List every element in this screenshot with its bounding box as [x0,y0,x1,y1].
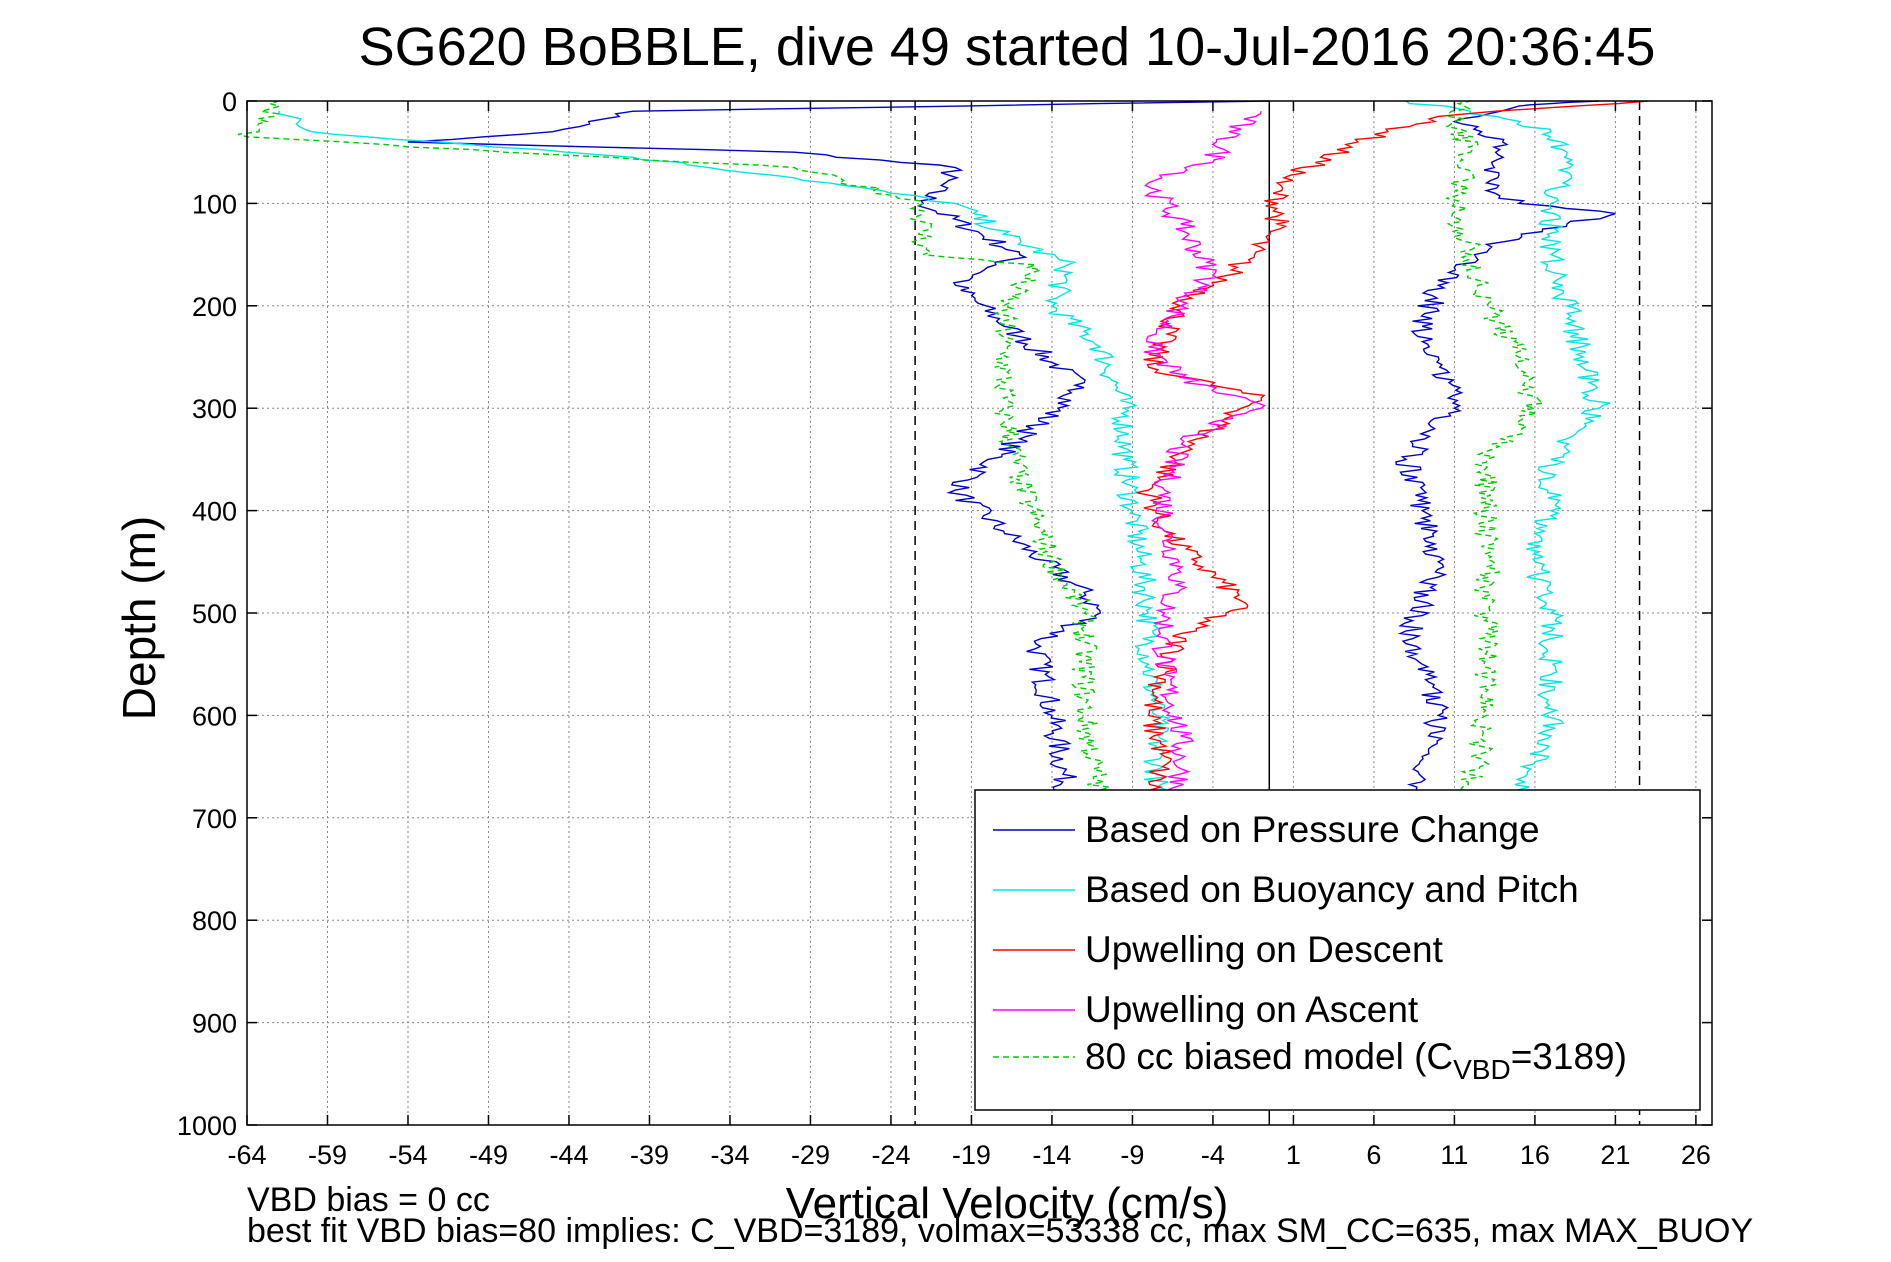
series-line-5-ascent [1445,100,1546,798]
legend-label-5: 80 cc biased model (CVBD=3189) [1085,1036,1627,1085]
y-tick-label: 200 [192,292,237,322]
y-tick-label: 800 [192,906,237,936]
x-tick-label: -24 [871,1140,910,1170]
x-tick-label: -14 [1032,1140,1071,1170]
y-tick-label: 300 [192,394,237,424]
y-axis-label: Depth (m) [113,516,165,720]
x-tick-label: -44 [549,1140,588,1170]
series-line-1-ascent [1395,100,1616,798]
footer-line-1: VBD bias = 0 cc [247,1181,490,1219]
legend-label-2: Based on Buoyancy and Pitch [1085,869,1579,910]
x-tick-label: 11 [1440,1140,1468,1170]
legend: Based on Pressure Change Based on Buoyanc… [974,789,1701,1111]
x-tick-label: -9 [1120,1140,1144,1170]
x-tick-label: -29 [791,1140,830,1170]
x-tick-label: -19 [952,1140,991,1170]
y-tick-label: 0 [222,87,237,117]
y-tick-label: 1000 [177,1111,237,1141]
x-axis-label: Vertical Velocity (cm/s) [786,1179,1229,1228]
legend-label-3: Upwelling on Descent [1085,929,1444,970]
y-tick-label: 900 [192,1009,237,1039]
y-tick-label: 500 [192,599,237,629]
series-line-4 [1143,110,1267,798]
x-tick-label: 16 [1520,1140,1550,1170]
tick-marks [246,100,1712,1126]
x-tick-label: -34 [710,1140,749,1170]
x-tick-label: -49 [469,1140,508,1170]
legend-label-1: Based on Pressure Change [1085,809,1540,850]
x-tick-label: -4 [1201,1140,1225,1170]
series-lines [237,100,1648,798]
series-line-1-descent [407,100,1270,798]
y-tick-labels: 0 100 200 300 400 500 600 700 800 900 1000 [177,87,237,1141]
legend-box [974,789,1701,1111]
x-tick-label: -64 [227,1140,266,1170]
x-tick-label: 21 [1600,1140,1630,1170]
x-tick-label: -54 [388,1140,427,1170]
y-tick-label: 100 [192,189,237,219]
x-tick-label: -59 [308,1140,347,1170]
x-tick-labels: -64 -59 -54 -49 -44 -39 -34 -29 -24 -19 -14 -9 -4 1 6 1… [227,1140,1710,1170]
y-tick-label: 600 [192,701,237,731]
footer-line-2: best fit VBD bias=80 implies: C_VBD=3189… [247,1212,1754,1250]
series-line-2-ascent [1405,100,1611,798]
series-line-3 [1136,100,1648,798]
chart-title: SG620 BoBBLE, dive 49 started 10-Jul-201… [359,17,1656,77]
y-tick-label: 400 [192,497,237,527]
series-line-5-descent [237,100,1110,798]
x-tick-label: 1 [1286,1140,1301,1170]
x-tick-label: 26 [1681,1140,1711,1170]
x-tick-label: -39 [630,1140,669,1170]
y-tick-label: 700 [192,804,237,834]
legend-label-4: Upwelling on Ascent [1085,989,1419,1030]
x-tick-label: 6 [1366,1140,1381,1170]
